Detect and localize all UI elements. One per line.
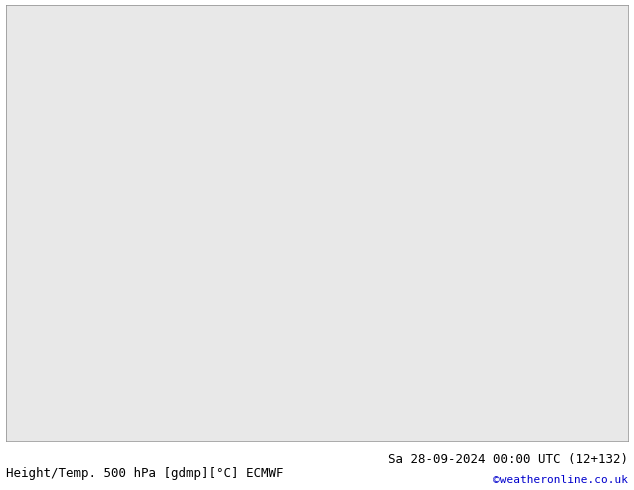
Text: Sa 28-09-2024 00:00 UTC (12+132): Sa 28-09-2024 00:00 UTC (12+132) [387,452,628,466]
Text: ©weatheronline.co.uk: ©weatheronline.co.uk [493,475,628,485]
Text: Height/Temp. 500 hPa [gdmp][°C] ECMWF: Height/Temp. 500 hPa [gdmp][°C] ECMWF [6,467,284,480]
